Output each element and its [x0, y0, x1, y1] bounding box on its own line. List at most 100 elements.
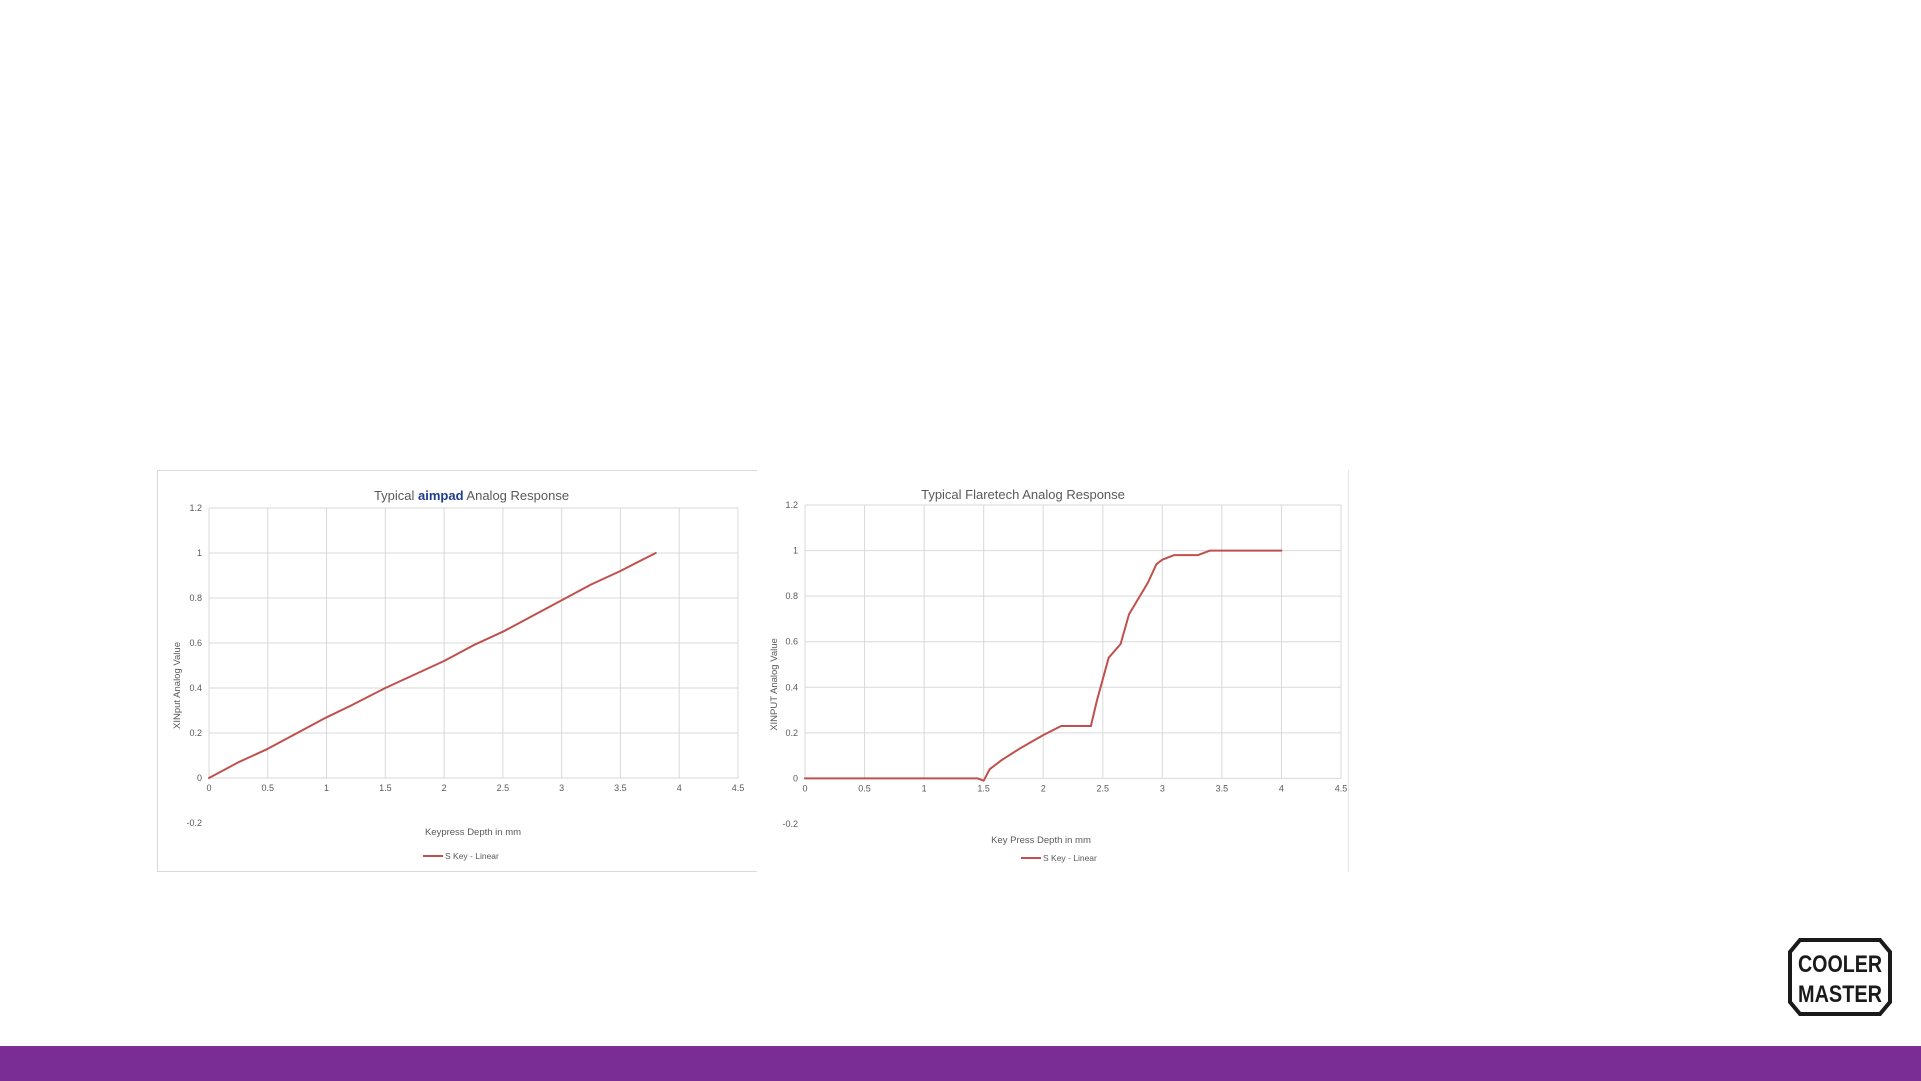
- series-line: [804, 549, 1283, 782]
- y-tick-label: 0.8: [189, 593, 202, 603]
- data-point: [1128, 613, 1130, 616]
- y-tick-label: 1.2: [189, 503, 202, 513]
- y-tick-label: 0.4: [785, 682, 798, 692]
- chart-title-suffix: Analog Response: [464, 488, 570, 503]
- x-tick-label: 1.5: [379, 783, 392, 793]
- data-point: [976, 777, 979, 780]
- data-point: [1000, 759, 1003, 761]
- x-axis-label: Keypress Depth in mm: [425, 827, 521, 838]
- data-point: [1090, 725, 1092, 727]
- y-tick-label: 0.2: [785, 728, 798, 738]
- logo-line2: MASTER: [1798, 981, 1882, 1008]
- series-line: [208, 552, 657, 779]
- data-point: [1096, 700, 1098, 702]
- logo-shield: [1788, 938, 1892, 1016]
- y-tick-label: 0.6: [785, 637, 798, 647]
- x-tick-label: 2: [1041, 783, 1046, 793]
- data-point: [502, 630, 504, 633]
- data-point: [654, 552, 657, 554]
- x-tick-label: 0: [802, 783, 807, 793]
- chart-title: Typical aimpad Analog Response: [374, 488, 569, 503]
- legend-label: S Key - Linear: [1043, 853, 1097, 863]
- y-tick-label: -0.2: [186, 818, 202, 828]
- x-tick-label: 3: [559, 783, 564, 793]
- cooler-master-logo-svg: COOLER MASTER: [1788, 938, 1892, 1016]
- y-tick-label: 0: [197, 773, 202, 783]
- data-point: [349, 705, 351, 707]
- x-tick-label: 2.5: [1097, 783, 1110, 793]
- data-point: [1078, 725, 1080, 727]
- x-tick-label: 4.5: [732, 783, 745, 793]
- x-tick-label: 3: [1160, 783, 1165, 793]
- x-tick-label: 0: [206, 783, 211, 793]
- data-point: [1173, 554, 1176, 556]
- x-tick-label: 1: [324, 783, 329, 793]
- logo-line1: COOLER: [1798, 951, 1882, 978]
- y-tick-label: -0.2: [782, 819, 798, 829]
- data-point: [325, 716, 328, 719]
- y-tick-label: 1: [793, 546, 798, 556]
- y-tick-label: 0.8: [785, 591, 798, 601]
- chart-aimpad-svg: Typical aimpad Analog Response -0.2 0 0.2 0.…: [172, 488, 745, 861]
- x-tick-label: 4.5: [1335, 783, 1348, 793]
- data-point: [1147, 581, 1149, 584]
- chart-flaretech-svg: Typical Flaretech Analog Response -0.2 0 0.…: [769, 487, 1348, 863]
- x-tick-label: 3.5: [614, 783, 627, 793]
- chart-aimpad-analog-response: Typical aimpad Analog Response -0.2 0 0.2 0.…: [157, 470, 761, 872]
- y-tick-label: 1: [197, 548, 202, 558]
- x-tick-label: 0.5: [858, 783, 871, 793]
- data-point: [531, 615, 534, 617]
- data-point: [1042, 734, 1045, 736]
- data-point: [1209, 549, 1211, 552]
- data-point: [1137, 597, 1140, 600]
- y-tick-label: 1.2: [785, 500, 798, 510]
- x-tick-label: 1: [922, 783, 927, 793]
- data-point: [863, 777, 866, 780]
- chart-flaretech-analog-response: Typical Flaretech Analog Response -0.2 0 0.…: [757, 470, 1349, 872]
- x-tick-label: 0.5: [262, 783, 275, 793]
- data-point: [443, 660, 445, 662]
- y-tick-label: 0.2: [189, 728, 202, 738]
- y-tick-label: 0.4: [189, 683, 202, 693]
- chart-title-prefix: Typical: [374, 488, 418, 503]
- data-point: [804, 777, 806, 780]
- data-point: [472, 644, 475, 647]
- x-tick-label: 4: [677, 783, 682, 793]
- data-point: [1280, 549, 1283, 552]
- x-axis-label: Key Press Depth in mm: [991, 835, 1091, 846]
- data-point: [619, 570, 622, 572]
- data-point: [923, 777, 925, 780]
- chart-title-brand: aimpad: [418, 488, 464, 503]
- data-point: [1161, 558, 1164, 561]
- chart-title: Typical Flaretech Analog Response: [921, 487, 1125, 502]
- data-point: [590, 583, 592, 586]
- x-tick-label: 2.5: [497, 783, 510, 793]
- data-point: [1221, 549, 1223, 552]
- data-point: [1060, 725, 1062, 727]
- data-point: [1119, 643, 1122, 645]
- y-tick-label: 0.6: [189, 638, 202, 648]
- data-point: [208, 777, 210, 779]
- data-point: [988, 768, 991, 771]
- y-tick-label: 0: [793, 773, 798, 783]
- data-point: [237, 761, 240, 764]
- x-tick-label: 1.5: [977, 783, 990, 793]
- footer-bar: [0, 1046, 1921, 1081]
- y-axis-label: XINput Analog Value: [172, 642, 183, 729]
- cooler-master-logo: COOLER MASTER: [1786, 934, 1894, 1020]
- data-point: [560, 599, 563, 602]
- data-point: [1185, 554, 1187, 556]
- data-point: [266, 747, 269, 750]
- data-point: [1018, 748, 1021, 750]
- data-point: [1197, 554, 1199, 556]
- x-tick-label: 4: [1279, 783, 1284, 793]
- data-point: [1107, 656, 1110, 659]
- data-point: [1155, 563, 1158, 566]
- legend-label: S Key - Linear: [445, 851, 499, 861]
- data-point: [982, 779, 985, 782]
- x-tick-label: 2: [442, 783, 447, 793]
- data-point: [384, 687, 387, 689]
- data-point: [296, 732, 298, 734]
- x-tick-label: 3.5: [1216, 783, 1229, 793]
- y-axis-label: XINPUT Analog Value: [769, 638, 780, 731]
